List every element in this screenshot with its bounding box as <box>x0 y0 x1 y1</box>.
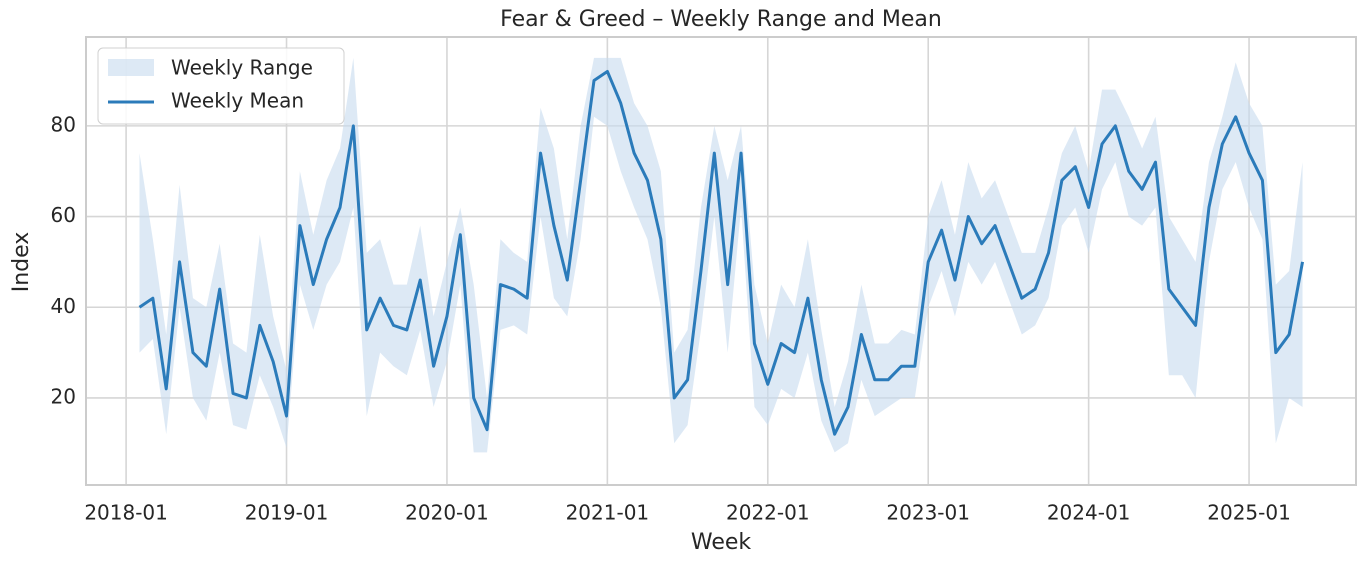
x-tick-label: 2018-01 <box>84 501 168 525</box>
legend-label: Weekly Range <box>171 56 313 80</box>
legend-swatch <box>108 59 154 76</box>
y-tick-label: 80 <box>51 112 76 136</box>
x-tick-label: 2019-01 <box>245 501 329 525</box>
y-tick-label: 20 <box>51 384 76 408</box>
x-tick-label: 2021-01 <box>566 501 650 525</box>
plot-frame <box>85 36 1357 486</box>
legend-label: Weekly Mean <box>171 89 304 113</box>
x-tick-label: 2024-01 <box>1047 501 1131 525</box>
x-tick-label: 2020-01 <box>405 501 489 525</box>
chart-title: Fear & Greed – Weekly Range and Mean <box>500 7 942 32</box>
x-tick-label: 2025-01 <box>1207 501 1291 525</box>
x-tick-label: 2022-01 <box>726 501 810 525</box>
legend-box <box>97 47 345 125</box>
x-tick-label: 2023-01 <box>886 501 970 525</box>
y-tick-label: 40 <box>51 294 76 318</box>
y-tick-label: 60 <box>51 203 76 227</box>
mean-line <box>138 69 1305 436</box>
y-axis-label: Index <box>9 232 34 293</box>
x-axis-label: Week <box>691 530 752 555</box>
